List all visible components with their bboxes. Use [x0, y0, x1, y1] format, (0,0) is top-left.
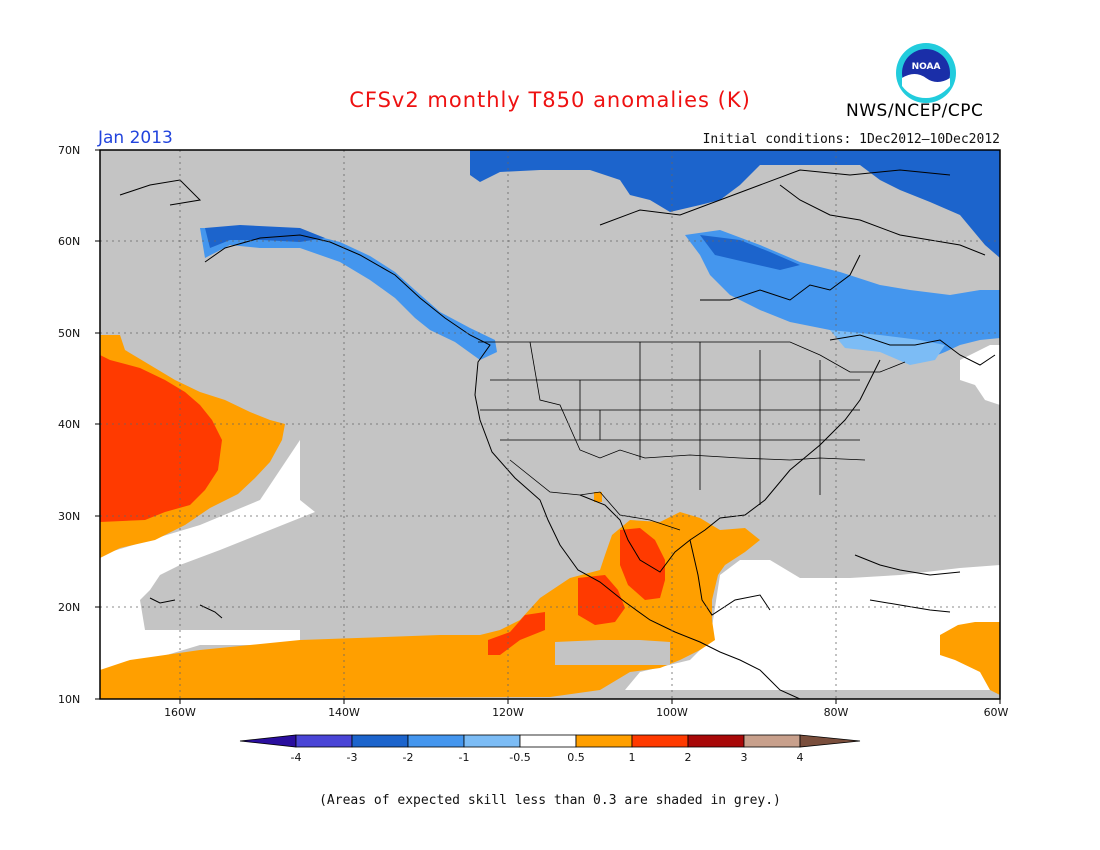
- legend-label: -1: [458, 751, 470, 764]
- lon-label-160w: 160W: [164, 706, 196, 719]
- legend-swatch-above-4: [799, 734, 861, 748]
- legend-swatch-minus-2-to-minus-1: [407, 734, 465, 748]
- lon-label-100w: 100W: [656, 706, 688, 719]
- legend-swatch-3-to-4: [743, 734, 801, 748]
- near-normal-caribbean: [625, 560, 1000, 690]
- legend-label: 1: [628, 751, 636, 764]
- legend-swatch-below-minus-4: [239, 734, 297, 748]
- legend-label: -2: [402, 751, 414, 764]
- lat-label-70n: 70N: [58, 144, 81, 157]
- forecast-period: Jan 2013: [98, 128, 173, 148]
- lon-label-140w: 140W: [328, 706, 360, 719]
- cold-anomaly-canada-core: [700, 235, 800, 270]
- lon-label-60w: 60W: [983, 706, 1009, 719]
- cold-anomaly-arctic: [470, 150, 1000, 258]
- lat-label-50n: 50N: [58, 327, 81, 340]
- lat-label-40n: 40N: [58, 418, 81, 431]
- legend-swatch-1-to-2: [631, 734, 689, 748]
- graticule: [100, 150, 1000, 699]
- warm-anomaly-pacific-core: [100, 355, 222, 522]
- lat-label-30n: 30N: [58, 510, 81, 523]
- cold-anomaly-alaska-core: [205, 225, 325, 248]
- svg-text:NOAA: NOAA: [912, 62, 941, 72]
- legend-swatch-minus-4-to-minus-3: [295, 734, 353, 748]
- warm-anomaly-mexico-core-b: [578, 575, 625, 625]
- political-borders: [478, 341, 906, 531]
- legend-swatch-0.5-to-1: [575, 734, 633, 748]
- noaa-logo: NOAA: [896, 43, 956, 103]
- warm-anomaly-coast-core: [488, 612, 545, 655]
- cold-anomaly-quebec-light: [830, 330, 945, 365]
- warm-anomaly-caribbean-east: [940, 622, 1000, 695]
- legend-label: 4: [796, 751, 804, 764]
- warm-anomaly-small: [594, 492, 602, 502]
- legend-label: 2: [684, 751, 692, 764]
- agency-label: NWS/NCEP/CPC: [846, 101, 984, 121]
- legend-swatch-minus-1-to-minus-0.5: [463, 734, 521, 748]
- skill-footnote: (Areas of expected skill less than 0.3 a…: [319, 793, 781, 808]
- legend-swatch-minus-0.5-to-0.5: [519, 734, 577, 748]
- legend-swatch-minus-3-to-minus-2: [351, 734, 409, 748]
- lon-label-80w: 80W: [823, 706, 849, 719]
- lat-label-10n: 10N: [58, 693, 81, 706]
- lon-label-120w: 120W: [492, 706, 524, 719]
- initial-conditions: Initial conditions: 1Dec2012–10Dec2012: [702, 132, 1000, 147]
- map-title: CFSv2 monthly T850 anomalies (K): [349, 88, 751, 112]
- legend-label: 3: [740, 751, 748, 764]
- low-skill-gulf-gap: [555, 640, 670, 665]
- coastlines: [119, 169, 996, 699]
- near-normal-pacific: [100, 440, 315, 670]
- legend-label: -3: [346, 751, 358, 764]
- legend-label: -4: [290, 751, 302, 764]
- legend-label: -0.5: [509, 751, 531, 764]
- cold-anomaly-alaska: [200, 228, 497, 360]
- lat-label-60n: 60N: [58, 235, 81, 248]
- legend-label: 0.5: [567, 751, 585, 764]
- lat-label-20n: 20N: [58, 601, 81, 614]
- legend-swatch-2-to-3: [687, 734, 745, 748]
